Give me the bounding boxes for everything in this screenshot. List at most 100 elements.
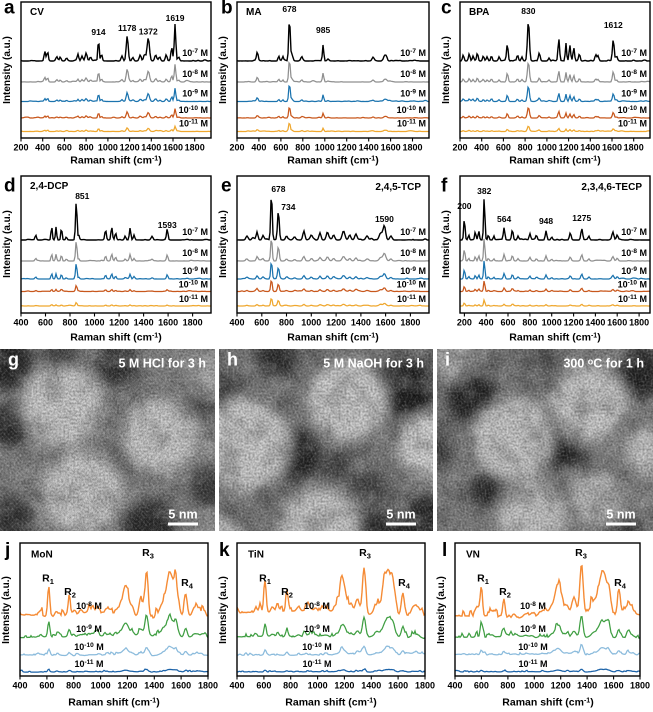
svg-text:Intensity (a.u.): Intensity (a.u.)	[2, 36, 13, 104]
svg-text:400: 400	[474, 143, 489, 153]
svg-text:Intensity (a.u.): Intensity (a.u.)	[441, 210, 452, 278]
svg-text:10-8 M: 10-8 M	[621, 248, 647, 258]
svg-text:800: 800	[62, 318, 77, 328]
svg-text:1800: 1800	[400, 318, 420, 328]
svg-text:200: 200	[457, 201, 471, 211]
svg-text:1800: 1800	[402, 143, 422, 153]
svg-text:1200: 1200	[551, 681, 571, 691]
svg-text:TiN: TiN	[248, 550, 264, 561]
svg-text:10-8 M: 10-8 M	[400, 248, 426, 258]
svg-text:Intensity (a.u.): Intensity (a.u.)	[1, 576, 12, 644]
svg-text:2,4,5-TCP: 2,4,5-TCP	[375, 182, 421, 193]
svg-text:1400: 1400	[134, 318, 154, 328]
svg-text:1000: 1000	[98, 143, 118, 153]
svg-text:1000: 1000	[542, 318, 562, 328]
svg-text:10-11 M: 10-11 M	[518, 659, 547, 669]
svg-text:10-8 M: 10-8 M	[182, 248, 208, 258]
svg-text:R1: R1	[42, 573, 54, 587]
svg-text:1400: 1400	[585, 318, 605, 328]
svg-text:k: k	[219, 540, 230, 561]
svg-text:1000: 1000	[91, 681, 111, 691]
svg-text:1200: 1200	[564, 318, 584, 328]
svg-text:1000: 1000	[301, 318, 321, 328]
svg-text:1593: 1593	[158, 220, 177, 230]
svg-text:Intensity (a.u.): Intensity (a.u.)	[218, 210, 229, 278]
svg-text:1800: 1800	[415, 681, 435, 691]
svg-text:800: 800	[279, 318, 294, 328]
svg-text:10-9 M: 10-9 M	[182, 89, 208, 99]
svg-text:R3: R3	[575, 547, 587, 561]
svg-text:200: 200	[457, 318, 472, 328]
svg-text:200: 200	[13, 143, 28, 153]
svg-text:851: 851	[75, 191, 89, 201]
svg-text:600: 600	[256, 681, 271, 691]
svg-text:Intensity (a.u.): Intensity (a.u.)	[436, 576, 447, 644]
svg-text:400: 400	[251, 143, 266, 153]
svg-text:1800: 1800	[624, 143, 644, 153]
svg-text:10-9 M: 10-9 M	[76, 624, 102, 634]
svg-text:10-8 M: 10-8 M	[182, 69, 208, 79]
svg-text:10-10 M: 10-10 M	[618, 105, 647, 115]
svg-text:Intensity (a.u.): Intensity (a.u.)	[218, 36, 229, 104]
svg-text:g: g	[8, 350, 19, 370]
svg-text:1619: 1619	[166, 13, 185, 23]
svg-text:1590: 1590	[375, 214, 394, 224]
svg-text:400: 400	[479, 318, 494, 328]
svg-text:914: 914	[91, 27, 105, 37]
svg-text:R3: R3	[142, 547, 154, 561]
svg-text:1600: 1600	[607, 318, 627, 328]
svg-text:1200: 1200	[334, 681, 354, 691]
svg-text:10-7 M: 10-7 M	[182, 48, 208, 58]
svg-text:1200: 1200	[120, 143, 140, 153]
svg-text:R4: R4	[614, 577, 627, 591]
svg-text:10-9 M: 10-9 M	[400, 266, 426, 276]
svg-text:Raman shift (cm-1): Raman shift (cm-1)	[285, 697, 376, 709]
svg-text:f: f	[441, 176, 448, 197]
svg-text:1800: 1800	[198, 681, 218, 691]
svg-text:800: 800	[66, 681, 81, 691]
svg-text:1400: 1400	[144, 681, 164, 691]
svg-text:10-11 M: 10-11 M	[179, 294, 208, 304]
svg-text:800: 800	[283, 681, 298, 691]
svg-text:R3: R3	[359, 547, 371, 561]
svg-text:10-11 M: 10-11 M	[397, 294, 426, 304]
svg-text:i: i	[445, 350, 450, 370]
svg-text:948: 948	[539, 216, 553, 226]
svg-text:10-11 M: 10-11 M	[74, 659, 103, 669]
svg-text:CV: CV	[30, 7, 44, 18]
svg-text:1000: 1000	[84, 318, 104, 328]
svg-text:Intensity (a.u.): Intensity (a.u.)	[218, 576, 229, 644]
svg-text:1372: 1372	[139, 27, 158, 37]
svg-text:1600: 1600	[602, 143, 622, 153]
svg-text:1200: 1200	[337, 143, 357, 153]
svg-text:1600: 1600	[163, 143, 183, 153]
svg-text:1400: 1400	[580, 143, 600, 153]
svg-text:10-9 M: 10-9 M	[400, 89, 426, 99]
svg-text:830: 830	[521, 6, 535, 16]
svg-text:1000: 1000	[315, 143, 335, 153]
svg-text:400: 400	[35, 143, 50, 153]
svg-text:e: e	[221, 176, 232, 197]
svg-text:R1: R1	[477, 573, 489, 587]
svg-text:1200: 1200	[109, 318, 129, 328]
svg-text:1400: 1400	[359, 143, 379, 153]
svg-text:10-7 M: 10-7 M	[400, 227, 426, 237]
svg-text:1600: 1600	[171, 681, 191, 691]
svg-text:400: 400	[447, 681, 462, 691]
svg-text:678: 678	[271, 184, 285, 194]
svg-text:1200: 1200	[117, 681, 137, 691]
svg-text:200: 200	[452, 143, 467, 153]
svg-text:1800: 1800	[629, 318, 649, 328]
svg-text:1000: 1000	[308, 681, 328, 691]
svg-text:600: 600	[254, 318, 269, 328]
svg-text:10-10 M: 10-10 M	[397, 105, 426, 115]
svg-text:10-8 M: 10-8 M	[621, 69, 647, 79]
svg-text:j: j	[4, 540, 10, 561]
svg-text:10-8 M: 10-8 M	[76, 601, 102, 611]
svg-text:MA: MA	[246, 7, 262, 18]
svg-text:10-9 M: 10-9 M	[621, 89, 647, 99]
svg-text:10-10 M: 10-10 M	[74, 642, 103, 652]
svg-text:1400: 1400	[141, 143, 161, 153]
svg-text:R2: R2	[281, 586, 293, 600]
svg-text:10-9 M: 10-9 M	[621, 266, 647, 276]
